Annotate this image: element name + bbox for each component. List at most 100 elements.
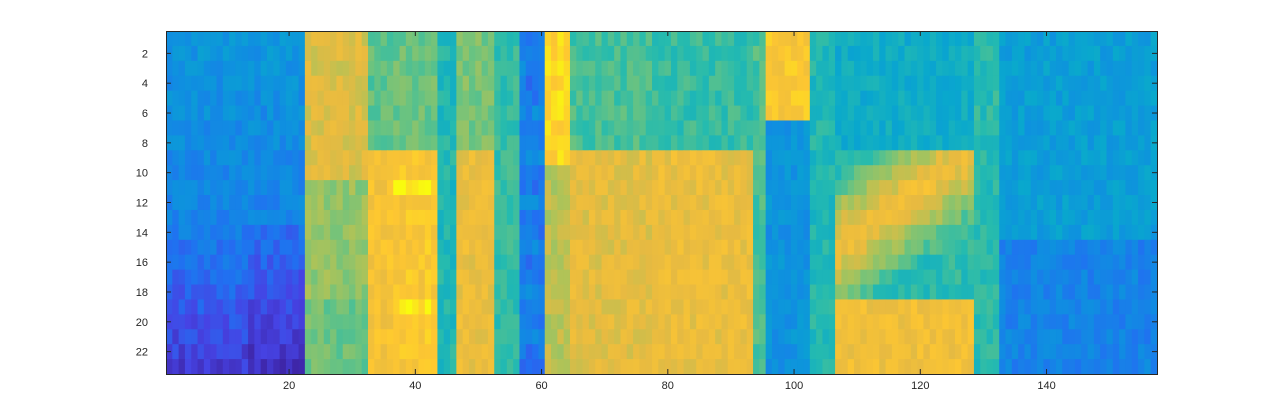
- heatmap-cell: [317, 329, 325, 345]
- heatmap-cell: [1056, 209, 1063, 226]
- heatmap-cell: [304, 209, 312, 226]
- heatmap-cell: [1030, 180, 1038, 196]
- heatmap-cell: [765, 135, 773, 151]
- heatmap-cell: [1081, 254, 1089, 271]
- heatmap-cell: [582, 165, 590, 181]
- heatmap-cell: [1062, 239, 1070, 256]
- heatmap-cell: [292, 165, 300, 181]
- heatmap-cell: [860, 359, 868, 375]
- heatmap-cell: [532, 209, 540, 226]
- heatmap-cell: [607, 90, 615, 107]
- heatmap-cell: [980, 150, 988, 166]
- heatmap-cell: [639, 31, 647, 47]
- heatmap-cell: [418, 45, 426, 62]
- heatmap-cell: [1131, 135, 1139, 151]
- heatmap-cell: [847, 165, 855, 181]
- heatmap-cell: [866, 269, 874, 286]
- heatmap-cell: [816, 299, 824, 315]
- heatmap-cell: [614, 299, 622, 315]
- heatmap-cell: [393, 209, 401, 226]
- heatmap-cell: [992, 31, 1000, 47]
- heatmap-cell: [399, 209, 407, 226]
- heatmap-cell: [936, 105, 943, 122]
- heatmap-cell: [279, 209, 287, 226]
- heatmap-cell: [677, 254, 685, 271]
- heatmap-cell: [437, 60, 445, 77]
- heatmap-cell: [544, 75, 552, 92]
- heatmap-cell: [771, 135, 779, 151]
- heatmap-cell: [519, 45, 527, 62]
- heatmap-cell: [765, 180, 773, 196]
- heatmap-cell: [254, 254, 262, 271]
- heatmap-cell: [367, 314, 375, 330]
- heatmap-cell: [1074, 344, 1082, 360]
- heatmap-cell: [1068, 31, 1076, 47]
- heatmap-cell: [576, 269, 584, 286]
- heatmap-cell: [1100, 120, 1108, 136]
- heatmap-cell: [633, 165, 641, 181]
- heatmap-cell: [1093, 224, 1101, 241]
- heatmap-cell: [349, 314, 356, 330]
- heatmap-cell: [450, 31, 457, 47]
- heatmap-cell: [456, 150, 464, 166]
- heatmap-cell: [292, 359, 300, 375]
- heatmap-cell: [494, 195, 502, 211]
- heatmap-cell: [216, 329, 224, 345]
- heatmap-cell: [847, 284, 855, 301]
- heatmap-cell: [1081, 150, 1089, 166]
- heatmap-cell: [872, 105, 880, 122]
- heatmap-cell: [702, 60, 710, 77]
- heatmap-cell: [191, 45, 199, 62]
- heatmap-cell: [973, 209, 981, 226]
- heatmap-cell: [607, 105, 615, 122]
- heatmap-cell: [822, 60, 830, 77]
- heatmap-cell: [847, 299, 855, 315]
- heatmap-cell: [708, 165, 716, 181]
- heatmap-cell: [1030, 344, 1038, 360]
- heatmap-cell: [456, 105, 464, 122]
- heatmap-cell: [670, 269, 678, 286]
- heatmap-cell: [538, 150, 546, 166]
- heatmap-cell: [487, 359, 495, 375]
- heatmap-cell: [532, 75, 540, 92]
- heatmap-cell: [330, 60, 338, 77]
- heatmap-cell: [595, 90, 603, 107]
- heatmap-cell: [178, 180, 186, 196]
- heatmap-cell: [973, 269, 981, 286]
- heatmap-cell: [973, 195, 981, 211]
- heatmap-cell: [405, 254, 413, 271]
- heatmap-cell: [898, 150, 906, 166]
- heatmap-cell: [1093, 344, 1101, 360]
- heatmap-cell: [557, 31, 565, 47]
- heatmap-cell: [450, 299, 457, 315]
- heatmap-cell: [588, 359, 596, 375]
- heatmap-cell: [803, 90, 811, 107]
- heatmap-cell: [563, 195, 571, 211]
- heatmap-cell: [809, 209, 817, 226]
- heatmap-cell: [412, 45, 420, 62]
- heatmap-cell: [456, 45, 464, 62]
- heatmap-cell: [317, 120, 325, 136]
- heatmap-cell: [734, 269, 741, 286]
- heatmap-cell: [885, 224, 893, 241]
- heatmap-cell: [513, 329, 521, 345]
- heatmap-cell: [241, 239, 249, 256]
- heatmap-cell: [412, 329, 420, 345]
- heatmap-cell: [551, 135, 558, 151]
- heatmap-cell: [1081, 269, 1089, 286]
- heatmap-cell: [374, 90, 382, 107]
- heatmap-cell: [784, 195, 792, 211]
- heatmap-cell: [1093, 329, 1101, 345]
- heatmap-cell: [367, 299, 375, 315]
- heatmap-cell: [569, 31, 577, 47]
- heatmap-cell: [1005, 299, 1013, 315]
- heatmap-cell: [942, 105, 950, 122]
- heatmap-cell: [1131, 31, 1139, 47]
- heatmap-cell: [639, 150, 647, 166]
- heatmap-cell: [727, 31, 735, 47]
- heatmap-cell: [765, 105, 773, 122]
- heatmap-cell: [607, 165, 615, 181]
- heatmap-cell: [885, 269, 893, 286]
- heatmap-cell: [614, 105, 622, 122]
- heatmap-cell: [854, 195, 861, 211]
